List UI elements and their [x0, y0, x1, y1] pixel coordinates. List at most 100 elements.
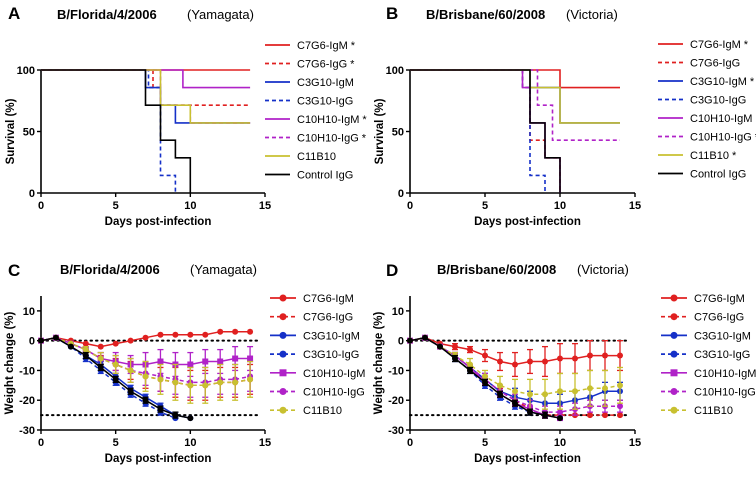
data-point-d-c7g6-igm-5 [482, 352, 488, 359]
data-point-c-c11b10-7 [142, 373, 149, 380]
legend-label-d-c3g10-igm: C3G10-IgM [694, 330, 751, 342]
data-point-d-c7g6-igm-8 [527, 358, 533, 365]
data-point-c-control-igg-8 [157, 406, 164, 413]
panel-b-strain: B/Brisbane/60/2008 [426, 7, 545, 22]
data-point-d-c11b10-8 [527, 391, 533, 398]
data-point-c-c7g6-igm-11 [202, 331, 209, 338]
legend-item-c-c7g6-igm: C7G6-IgM [270, 293, 354, 305]
legend-label-a-c11b10: C11B10 [297, 151, 336, 163]
x-tick-label-b-15: 15 [629, 200, 641, 212]
legend-item-b-c10h10-igg: C10H10-IgG * [658, 132, 756, 144]
legend-item-b-c11b10: C11B10 * [658, 150, 737, 162]
data-point-d-c11b10-13 [602, 385, 608, 392]
data-point-d-c10h10-igg-14 [617, 403, 623, 410]
x-axis-label-c: Days post-infection [105, 453, 212, 465]
data-point-c-c11b10-11 [202, 382, 209, 389]
data-point-c-c7g6-igm-14 [247, 328, 254, 335]
chart-panel-d: 0 5 10 15 -30 -20 -10 0 10 Days post-infection Wei… [373, 293, 756, 465]
data-point-d-control-igg-2 [437, 343, 443, 350]
data-point-d-control-igg-5 [482, 379, 488, 386]
series-line-b-c10h10-igg [410, 69, 620, 141]
data-point-c-c11b10-3 [82, 346, 89, 353]
data-point-d-c11b10-10 [557, 388, 563, 395]
data-point-d-control-igg-8 [527, 409, 533, 416]
x-tick-label-a-5: 5 [113, 200, 119, 212]
x-axis-label-d: Days post-infection [474, 453, 581, 465]
series-b-c11b10 [410, 69, 620, 124]
legend-item-a-c10h10-igg: C10H10-IgG * [265, 133, 367, 145]
legend-label-b-c3g10-igg: C3G10-IgG [690, 95, 746, 107]
data-point-d-control-igg-1 [422, 334, 428, 341]
series-line-b-c3g10-igm [410, 69, 620, 124]
y-tick-label-c--10: -10 [19, 365, 35, 377]
y-tick-label-d--30: -30 [388, 425, 404, 437]
data-point-d-c11b10-9 [542, 391, 548, 398]
data-point-d-control-igg-10 [557, 415, 563, 422]
series-c-control-igg [38, 334, 194, 422]
data-point-c-control-igg-7 [142, 397, 149, 404]
legend-item-b-c10h10-igm: C10H10-IgM [658, 113, 752, 125]
legend-label-a-c7g6-igg: C7G6-IgG * [297, 59, 355, 71]
data-point-d-c11b10-5 [482, 373, 488, 380]
legend-item-d-c10h10-igm: C10H10-IgM [661, 368, 756, 380]
panel-letter-b: B [386, 4, 398, 23]
data-point-c-c11b10-13 [232, 379, 239, 386]
data-point-d-c7g6-igm-7 [512, 361, 518, 368]
data-point-c-c7g6-igm-9 [172, 331, 179, 338]
data-point-d-c11b10-4 [467, 361, 473, 368]
data-point-c-c7g6-igm-7 [142, 334, 149, 341]
legend-label-c-c3g10-igg: C3G10-IgG [303, 349, 359, 361]
x-tick-label-a-15: 15 [259, 200, 271, 212]
chart-panel-c: 0 5 10 15 -30 -20 -10 0 10 Days post-infection Wei… [4, 293, 365, 465]
legend-label-d-c7g6-igm: C7G6-IgM [694, 293, 745, 305]
legend-label-c-c7g6-igg: C7G6-IgG [303, 312, 353, 324]
legend-label-a-c10h10-igm: C10H10-IgM * [297, 114, 367, 126]
data-point-d-control-igg-7 [512, 400, 518, 407]
series-line-b-c11b10 [410, 69, 620, 124]
data-point-c-control-igg-0 [38, 337, 44, 344]
data-point-c-c11b10-14 [247, 376, 254, 383]
legend-marker-d-c7g6-igm [670, 294, 678, 302]
x-tick-label-b-0: 0 [407, 200, 413, 212]
legend-item-c-c3g10-igg: C3G10-IgG [270, 349, 359, 361]
x-tick-label-c-10: 10 [184, 437, 196, 449]
data-point-d-c11b10-6 [497, 382, 503, 389]
legend-item-a-c3g10-igm: C3G10-IgM [265, 77, 354, 89]
data-point-d-c11b10-12 [587, 385, 593, 392]
y-axis-label-c: Weight change (%) [4, 312, 16, 415]
data-point-c-control-igg-10 [187, 415, 194, 422]
legend-item-c-c10h10-igm: C10H10-IgM [270, 368, 365, 380]
data-point-c-c10h10-igm-12 [217, 358, 224, 365]
y-tick-label-c-10: 10 [23, 306, 35, 318]
data-point-d-control-igg-9 [542, 412, 548, 419]
data-point-d-c7g6-igg-14 [617, 412, 623, 419]
legend-label-d-c10h10-igg: C10H10-IgG [694, 387, 756, 399]
legend-item-b-c7g6-igg: C7G6-IgG [658, 58, 740, 70]
series-b-c10h10-igg [410, 69, 620, 141]
data-point-c-c7g6-igm-10 [187, 331, 194, 338]
data-point-c-c7g6-igm-6 [127, 337, 134, 344]
data-point-c-c7g6-igm-12 [217, 328, 224, 335]
legend-label-b-c7g6-igg: C7G6-IgG [690, 58, 740, 70]
data-point-d-c7g6-igm-11 [572, 355, 578, 362]
legend-label-a-control-igg: Control IgG [297, 170, 353, 182]
legend-marker-c-c7g6-igg [279, 313, 287, 321]
data-point-d-c7g6-igg-12 [587, 412, 593, 419]
y-tick-label-c--20: -20 [19, 395, 35, 407]
legend-item-a-c10h10-igm: C10H10-IgM * [265, 114, 367, 126]
y-tick-label-d--20: -20 [388, 395, 404, 407]
legend-marker-d-c7g6-igg [670, 313, 678, 321]
data-point-d-c7g6-igm-4 [467, 346, 473, 353]
data-point-c-c10h10-igm-10 [187, 361, 194, 368]
legend-marker-c-c7g6-igm [279, 294, 287, 302]
legend-marker-d-c3g10-igg [670, 350, 678, 358]
y-tick-label-d-0: 0 [398, 336, 404, 348]
y-tick-label-d--10: -10 [388, 365, 404, 377]
data-point-c-c11b10-12 [217, 379, 224, 386]
data-point-d-c7g6-igm-13 [602, 352, 608, 359]
y-tick-label-a-0: 0 [29, 188, 35, 200]
x-tick-label-b-10: 10 [554, 200, 566, 212]
legend-label-a-c3g10-igm: C3G10-IgM [297, 77, 354, 89]
legend-label-a-c7g6-igm: C7G6-IgM * [297, 40, 356, 52]
